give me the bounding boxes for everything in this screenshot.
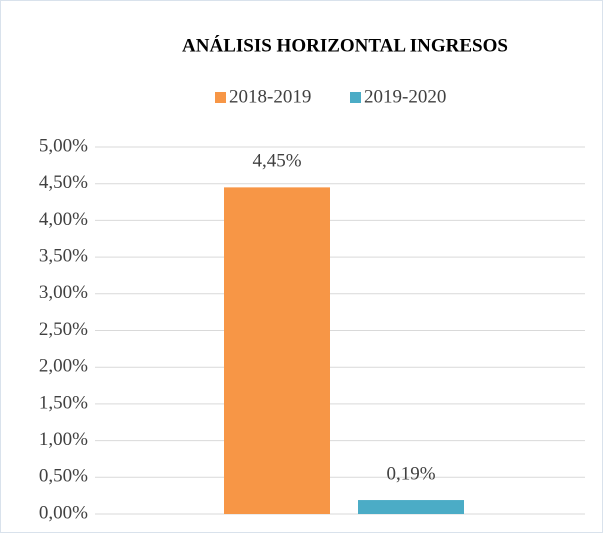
data-label: 4,45% [252,151,301,172]
bar [358,500,464,514]
y-tick-label: 0,50% [39,466,88,487]
y-tick-label: 5,00% [39,135,88,156]
y-tick-label: 1,00% [39,429,88,450]
y-tick-label: 3,00% [39,282,88,303]
legend-swatch [350,92,361,103]
y-tick-label: 1,50% [39,392,88,413]
y-tick-label: 0,00% [39,502,88,523]
legend-label: 2019-2020 [364,86,446,107]
y-tick-label: 2,00% [39,356,88,377]
y-tick-label: 3,50% [39,245,88,266]
y-tick-label: 2,50% [39,319,88,340]
y-tick-label: 4,50% [39,172,88,193]
chart-title: ANÁLISIS HORIZONTAL INGRESOS [182,34,508,56]
legend-swatch [215,92,226,103]
data-label: 0,19% [386,463,435,484]
bar [224,187,330,514]
legend-label: 2018-2019 [229,86,311,107]
y-tick-label: 4,00% [39,209,88,230]
